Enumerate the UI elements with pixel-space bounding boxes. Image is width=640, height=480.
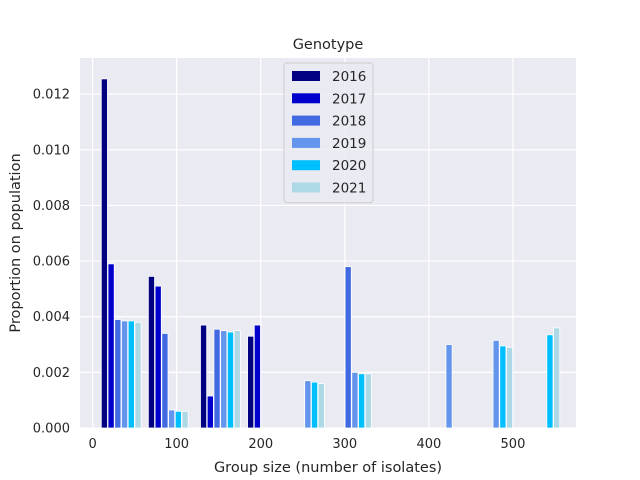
bar-2018 <box>344 266 352 429</box>
bar-2019 <box>351 371 359 429</box>
y-tick-label: 0.002 <box>33 366 70 381</box>
legend-label-2016: 2016 <box>332 69 366 85</box>
bar-2021 <box>553 327 561 429</box>
legend-swatch-2017 <box>292 93 320 104</box>
x-tick-label: 0 <box>88 437 96 452</box>
legend-label-2020: 2020 <box>332 158 366 174</box>
bar-2021 <box>233 330 241 429</box>
y-tick-label: 0.006 <box>33 255 70 270</box>
bar-2019 <box>121 320 129 429</box>
bar-2021 <box>181 410 189 429</box>
y-axis-label: Proportion on population <box>8 153 24 332</box>
legend-swatch-2019 <box>292 137 320 148</box>
legend-label-2017: 2017 <box>332 91 366 107</box>
bar-2018 <box>161 333 169 429</box>
bar-2016 <box>247 335 255 429</box>
bar-2017 <box>206 395 214 429</box>
x-tick-label: 500 <box>501 437 526 452</box>
legend-swatch-2016 <box>292 71 320 81</box>
y-tick-label: 0.008 <box>33 199 70 214</box>
bar-2020 <box>358 373 366 429</box>
bar-2020 <box>127 320 135 429</box>
bar-2019 <box>304 380 312 429</box>
bar-2020 <box>174 410 182 429</box>
y-tick-label: 0.010 <box>33 143 70 158</box>
legend-label-2019: 2019 <box>332 136 366 152</box>
y-tick-label: 0.004 <box>33 310 70 325</box>
bar-2016 <box>147 275 155 429</box>
bar-2021 <box>506 346 514 429</box>
legend-swatch-2018 <box>292 115 320 126</box>
bars <box>100 78 561 429</box>
bar-2017 <box>154 285 162 429</box>
bar-2017 <box>107 263 115 429</box>
x-axis-ticks: 0 100 200 300 400 500 <box>88 437 525 452</box>
legend-label-2018: 2018 <box>332 114 366 130</box>
bar-2020 <box>226 331 234 429</box>
legend: 2016 2017 2018 2019 2020 2021 <box>283 62 374 204</box>
bar-2021 <box>364 373 372 429</box>
bar-2017 <box>253 324 261 429</box>
bar-2019 <box>445 344 453 429</box>
bar-2019 <box>492 339 500 429</box>
x-tick-label: 100 <box>164 437 189 452</box>
bar-2020 <box>546 334 554 429</box>
bar-2018 <box>213 328 221 429</box>
x-tick-label: 200 <box>248 437 273 452</box>
y-tick-label: 0.000 <box>33 422 70 437</box>
x-tick-label: 400 <box>416 437 441 452</box>
bar-2018 <box>114 319 122 429</box>
legend-label-2021: 2021 <box>332 181 366 197</box>
bar-2021 <box>134 321 142 429</box>
x-axis-label: Group size (number of isolates) <box>214 460 442 476</box>
x-tick-label: 300 <box>332 437 357 452</box>
bar-2016 <box>200 324 208 429</box>
legend-swatch-2021 <box>292 182 320 193</box>
bar-2020 <box>499 345 507 429</box>
bar-2021 <box>317 383 325 429</box>
y-axis-ticks: 0.000 0.002 0.004 0.006 0.008 0.010 0.012 <box>33 88 70 437</box>
chart-title: Genotype <box>293 37 364 53</box>
bar-2019 <box>168 409 176 429</box>
legend-swatch-2020 <box>292 160 320 171</box>
y-tick-label: 0.012 <box>33 88 70 103</box>
bar-2016 <box>100 78 108 429</box>
bar-2020 <box>311 381 319 429</box>
bar-2019 <box>220 330 228 429</box>
